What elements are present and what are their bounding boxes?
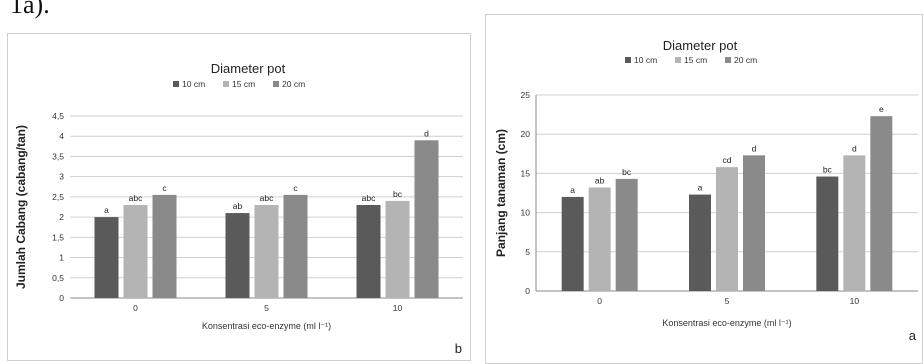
bar-letter-label: bc xyxy=(622,167,632,177)
legend-item-20-cm: 20 cm xyxy=(273,79,305,89)
bar-letter-label: c xyxy=(162,183,167,193)
x-tick-label: 0 xyxy=(597,296,602,306)
y-tick-label: 4,5 xyxy=(52,111,64,121)
x-tick-label: 5 xyxy=(725,296,730,306)
y-tick-label: 10 xyxy=(521,208,531,218)
bar-20cm-5 xyxy=(743,155,765,291)
bar-15cm-0 xyxy=(588,187,611,291)
y-tick-label: 25 xyxy=(521,90,531,100)
bar-letter-label: a xyxy=(570,185,575,195)
legend-item-10-cm: 10 cm xyxy=(625,55,657,65)
y-tick-label: 4 xyxy=(59,131,64,141)
y-tick-label: 0 xyxy=(59,293,64,303)
legend-label: 20 cm xyxy=(282,79,305,89)
bar-10cm-5 xyxy=(225,213,250,298)
y-tick-label: 0 xyxy=(525,286,530,296)
y-tick-label: 15 xyxy=(521,168,531,178)
bar-10cm-5 xyxy=(689,194,711,291)
bar-letter-label: d xyxy=(752,143,757,153)
bar-letter-label: bc xyxy=(823,165,833,175)
chart-title: Diameter pot xyxy=(663,38,738,53)
x-tick-label: 10 xyxy=(393,303,403,313)
bar-letter-label: ab xyxy=(595,176,605,186)
bar-letter-label: cd xyxy=(723,155,732,165)
bar-15cm-10 xyxy=(843,155,866,291)
bar-20cm-10 xyxy=(414,140,439,298)
y-tick-label: 5 xyxy=(525,247,530,257)
legend-label: 15 cm xyxy=(232,79,255,89)
legend-label: 15 cm xyxy=(684,55,707,65)
chart-panel-a: Diameter pot 10 cm 15 cm 20 cm 0 5 10 15 20 25 a ab… xyxy=(485,14,923,364)
bar-letter-label: c xyxy=(293,183,298,193)
bar-15cm-5 xyxy=(254,204,279,298)
bar-letter-label: e xyxy=(879,104,884,114)
bar-letter-label: abc xyxy=(362,193,376,203)
bar-10cm-0 xyxy=(561,196,584,291)
legend-label: 10 cm xyxy=(182,79,205,89)
bar-20cm-10 xyxy=(870,116,893,291)
x-tick-label: 10 xyxy=(850,296,860,306)
legend-swatch xyxy=(173,81,179,87)
legend-swatch xyxy=(273,81,279,87)
legend-swatch xyxy=(675,57,681,63)
legend-label: 20 cm xyxy=(734,55,757,65)
panel-label-b: b xyxy=(454,341,462,356)
bar-letter-label: ab xyxy=(233,201,243,211)
y-tick-label: 20 xyxy=(521,129,531,139)
bar-15cm-10 xyxy=(385,200,410,298)
bar-letter-label: d xyxy=(424,128,429,138)
y-tick-label: 2,5 xyxy=(52,192,64,202)
bar-letter-label: a xyxy=(104,205,109,215)
y-tick-label: 0,5 xyxy=(52,273,64,283)
legend-item-10-cm: 10 cm xyxy=(173,79,205,89)
bar-20cm-0 xyxy=(152,194,177,298)
bar-letter-label: a xyxy=(698,183,703,193)
y-tick-label: 2 xyxy=(59,212,64,222)
x-axis-title: Konsentrasi eco-enzyme (ml l⁻¹) xyxy=(662,318,791,328)
bar-10cm-10 xyxy=(816,176,839,291)
y-axis-title: Jumlah Cabang (cabang/tan) xyxy=(14,125,28,289)
y-tick-label: 3 xyxy=(59,172,64,182)
chart-panel-b: Diameter pot 10 cm 15 cm 20 cm 0 0,5 1 1,5 2 2,5 3… xyxy=(7,33,471,361)
legend-swatch xyxy=(223,81,229,87)
legend-swatch xyxy=(625,57,631,63)
chart-title: Diameter pot xyxy=(211,61,286,76)
y-tick-label: 1 xyxy=(59,253,64,263)
chart-b-svg: Diameter pot 10 cm 15 cm 20 cm 0 0,5 1 1,5 2 2,5 3… xyxy=(14,61,463,331)
bar-10cm-0 xyxy=(94,217,119,298)
legend-label: 10 cm xyxy=(634,55,657,65)
bar-20cm-0 xyxy=(615,178,638,291)
panel-label-a: a xyxy=(908,328,916,343)
bar-10cm-10 xyxy=(356,204,381,298)
legend-swatch xyxy=(725,57,731,63)
bar-letter-label: d xyxy=(852,143,857,153)
x-tick-label: 5 xyxy=(264,303,269,313)
y-tick-label: 1,5 xyxy=(52,232,64,242)
legend-item-15-cm: 15 cm xyxy=(675,55,707,65)
bar-15cm-5 xyxy=(716,167,738,291)
legend-item-20-cm: 20 cm xyxy=(725,55,757,65)
x-axis-title: Konsentrasi eco-enzyme (ml l⁻¹) xyxy=(202,321,331,331)
legend-item-15-cm: 15 cm xyxy=(223,79,255,89)
bar-letter-label: abc xyxy=(129,193,143,203)
bar-20cm-5 xyxy=(283,194,308,298)
bar-letter-label: abc xyxy=(260,193,274,203)
y-axis-title: Panjang tanaman (cm) xyxy=(494,129,508,257)
bar-letter-label: bc xyxy=(393,189,403,199)
y-tick-label: 3,5 xyxy=(52,151,64,161)
caption-fragment: 1a). xyxy=(10,0,50,19)
bar-15cm-0 xyxy=(123,204,148,298)
x-tick-label: 0 xyxy=(133,303,138,313)
